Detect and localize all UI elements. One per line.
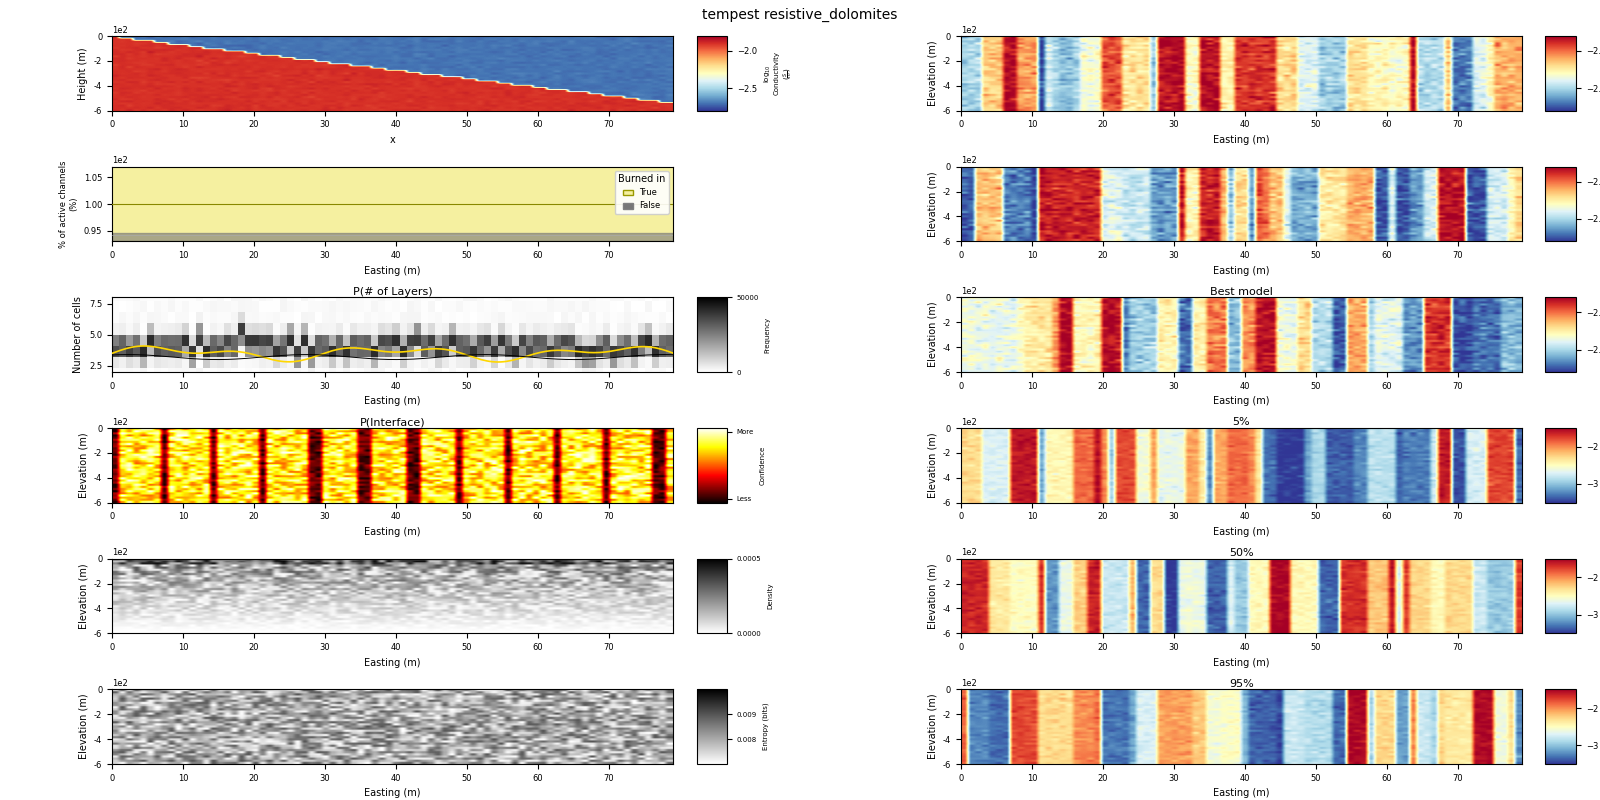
- Y-axis label: $\log_{10}$
Conductivity
$(\frac{S}{m})$: $\log_{10}$ Conductivity $(\frac{S}{m})$: [763, 51, 795, 95]
- Y-axis label: Number of cells: Number of cells: [74, 296, 83, 373]
- Text: 1e2: 1e2: [962, 418, 976, 426]
- Y-axis label: Elevation (m): Elevation (m): [928, 302, 938, 367]
- Text: 1e2: 1e2: [112, 679, 128, 688]
- X-axis label: Easting (m): Easting (m): [1213, 135, 1269, 145]
- Y-axis label: % of active channels
(%): % of active channels (%): [59, 160, 78, 248]
- Title: P(Interface): P(Interface): [360, 418, 426, 427]
- Text: 1e2: 1e2: [112, 548, 128, 557]
- X-axis label: Easting (m): Easting (m): [1213, 527, 1269, 537]
- Text: 1e2: 1e2: [112, 156, 128, 165]
- X-axis label: Easting (m): Easting (m): [1213, 658, 1269, 668]
- X-axis label: Easting (m): Easting (m): [365, 788, 421, 798]
- X-axis label: Easting (m): Easting (m): [365, 658, 421, 668]
- Title: 50%: 50%: [1229, 548, 1254, 558]
- Text: 1e2: 1e2: [962, 548, 976, 557]
- Y-axis label: Entropy (bits): Entropy (bits): [763, 703, 770, 750]
- Y-axis label: Elevation (m): Elevation (m): [928, 694, 938, 759]
- Y-axis label: Elevation (m): Elevation (m): [928, 433, 938, 498]
- Y-axis label: Height (m): Height (m): [78, 47, 88, 100]
- Text: 1e2: 1e2: [962, 679, 976, 688]
- Title: Best model: Best model: [1210, 286, 1272, 297]
- Text: 1e2: 1e2: [112, 26, 128, 34]
- X-axis label: Easting (m): Easting (m): [365, 266, 421, 276]
- X-axis label: Easting (m): Easting (m): [1213, 788, 1269, 798]
- Y-axis label: Elevation (m): Elevation (m): [928, 41, 938, 106]
- Text: tempest resistive_dolomites: tempest resistive_dolomites: [702, 8, 898, 22]
- Y-axis label: Frequency: Frequency: [765, 317, 771, 353]
- Text: 1e2: 1e2: [962, 26, 976, 34]
- Text: 1e2: 1e2: [962, 287, 976, 296]
- Y-axis label: Elevation (m): Elevation (m): [78, 563, 88, 629]
- Y-axis label: Confidence: Confidence: [760, 446, 766, 485]
- Text: 1e2: 1e2: [112, 418, 128, 426]
- Title: 5%: 5%: [1232, 418, 1250, 427]
- Y-axis label: Elevation (m): Elevation (m): [928, 563, 938, 629]
- Text: 1e2: 1e2: [962, 156, 976, 165]
- X-axis label: Easting (m): Easting (m): [1213, 396, 1269, 406]
- Y-axis label: Elevation (m): Elevation (m): [78, 433, 88, 498]
- Title: 95%: 95%: [1229, 678, 1254, 689]
- X-axis label: Easting (m): Easting (m): [1213, 266, 1269, 276]
- Legend: True, False: True, False: [614, 171, 669, 214]
- Y-axis label: Elevation (m): Elevation (m): [78, 694, 88, 759]
- X-axis label: Easting (m): Easting (m): [365, 527, 421, 537]
- X-axis label: Easting (m): Easting (m): [365, 396, 421, 406]
- Y-axis label: Elevation (m): Elevation (m): [928, 171, 938, 237]
- X-axis label: x: x: [389, 135, 395, 145]
- Title: P(# of Layers): P(# of Layers): [352, 286, 432, 297]
- Y-axis label: Density: Density: [766, 582, 773, 610]
